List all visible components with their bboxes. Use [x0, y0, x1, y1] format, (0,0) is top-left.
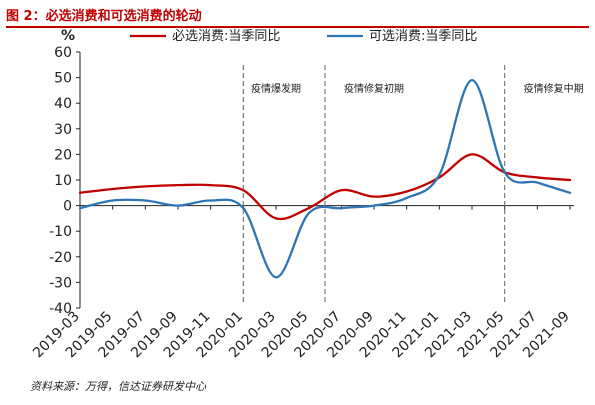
y-tick-label: 0 — [63, 199, 72, 215]
source-note: 资料来源：万得，信达证券研发中心 — [30, 380, 206, 393]
y-tick-label: -20 — [49, 250, 72, 266]
series-line-2 — [78, 79, 572, 279]
series-line-1 — [78, 153, 572, 221]
legend-label: 可选消费:当季同比 — [369, 29, 477, 44]
series-lines — [78, 79, 572, 279]
y-tick-label: 50 — [54, 71, 72, 87]
phase-label: 疫情爆发期 — [251, 82, 301, 95]
y-tick-label: -30 — [49, 275, 72, 291]
y-tick-label: -40 — [49, 301, 72, 317]
y-tick-label: 20 — [54, 147, 72, 163]
title-bar: 图 2：必选消费和可选消费的轮动 — [6, 4, 589, 28]
phase-dividers: 疫情爆发期 疫情修复初期 疫情修复中期 — [242, 65, 584, 302]
legend: 必选消费:当季同比 可选消费:当季同比 — [130, 29, 477, 44]
legend-label: 必选消费:当季同比 — [172, 29, 280, 44]
y-tick-label: 10 — [54, 173, 72, 189]
y-axis: 60 50 40 30 20 10 0 -10 -20 -30 -40% — [49, 28, 81, 317]
y-tick-label: 30 — [54, 122, 72, 138]
phase-label: 疫情修复初期 — [344, 82, 404, 95]
y-tick-label: -10 — [49, 224, 72, 240]
y-unit-label: % — [61, 28, 75, 44]
y-tick-label: 60 — [54, 45, 72, 61]
figure-title: 图 2：必选消费和可选消费的轮动 — [6, 9, 202, 24]
phase-label: 疫情修复中期 — [524, 82, 584, 95]
x-axis: 2019-032019-052019-072019-092019-112020-… — [30, 205, 574, 361]
y-tick-label: 40 — [54, 96, 72, 112]
